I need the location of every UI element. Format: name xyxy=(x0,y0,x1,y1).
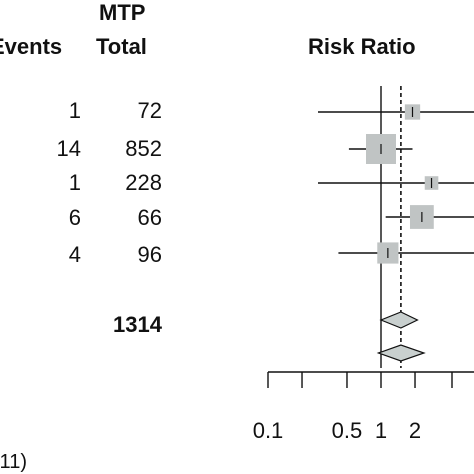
row-total: 96 xyxy=(137,242,162,267)
x-tick-label: 0.1 xyxy=(253,418,284,443)
row-total: 852 xyxy=(125,136,162,161)
summary-total: 1314 xyxy=(113,312,162,337)
pooled-diamond xyxy=(379,311,419,329)
row-events: 14 xyxy=(56,136,81,161)
group-header: MTP xyxy=(99,0,146,25)
row-events: 1 xyxy=(68,98,81,123)
row-total: 66 xyxy=(137,205,162,230)
x-tick-label: 1 xyxy=(375,418,387,443)
x-tick-label: 0.5 xyxy=(332,418,363,443)
row-total: 228 xyxy=(125,170,162,195)
pooled-diamond xyxy=(376,344,426,362)
row-events: 4 xyxy=(68,242,81,267)
footer-fragment: .11) xyxy=(0,451,27,473)
row-total: 72 xyxy=(137,98,162,123)
events-header: Events xyxy=(0,34,63,59)
effect-header: Risk Ratio xyxy=(308,34,416,59)
row-events: 6 xyxy=(68,205,81,230)
total-header: Total xyxy=(96,34,147,59)
row-events: 1 xyxy=(68,170,81,195)
x-tick-label: 2 xyxy=(409,418,421,443)
